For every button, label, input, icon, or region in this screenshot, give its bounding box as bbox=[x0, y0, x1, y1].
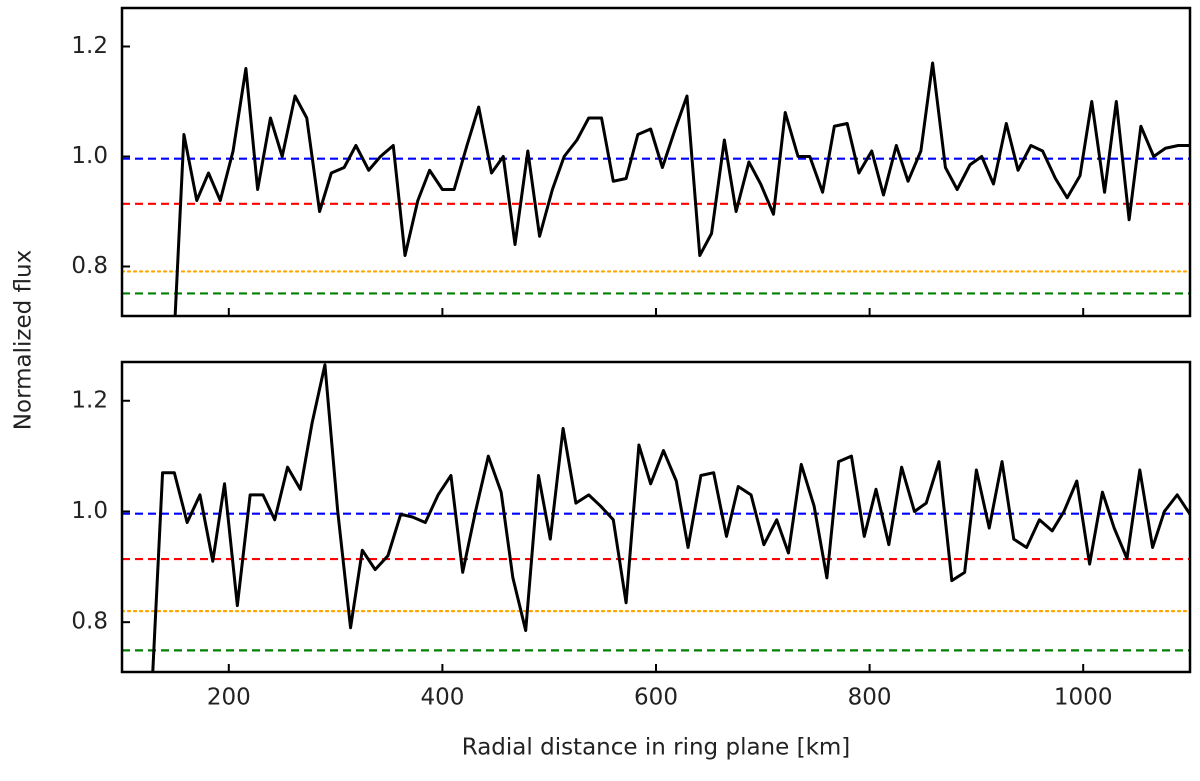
data-line bbox=[151, 363, 1190, 672]
y-tick-label: 1.0 bbox=[71, 143, 108, 169]
axes-frame bbox=[120, 360, 1192, 674]
plot-area bbox=[122, 61, 1190, 316]
y-axis-label: Normalized flux bbox=[11, 250, 37, 430]
y-tick-label: 0.8 bbox=[71, 253, 108, 279]
x-axis-label: Radial distance in ring plane [km] bbox=[462, 735, 851, 761]
x-tick-label: 1000 bbox=[1054, 685, 1113, 711]
plot-area bbox=[122, 363, 1190, 672]
y-tick-label: 1.0 bbox=[71, 498, 108, 524]
y-tick-label: 1.2 bbox=[71, 33, 108, 59]
y-tick-label: 1.2 bbox=[71, 387, 108, 413]
x-tick-label: 200 bbox=[207, 685, 251, 711]
y-tick-label: 0.8 bbox=[71, 609, 108, 635]
axes-frame bbox=[120, 6, 1192, 318]
x-tick-label: 800 bbox=[848, 685, 892, 711]
x-tick-label: 400 bbox=[420, 685, 464, 711]
data-line bbox=[173, 61, 1190, 316]
x-tick-label: 600 bbox=[634, 685, 678, 711]
